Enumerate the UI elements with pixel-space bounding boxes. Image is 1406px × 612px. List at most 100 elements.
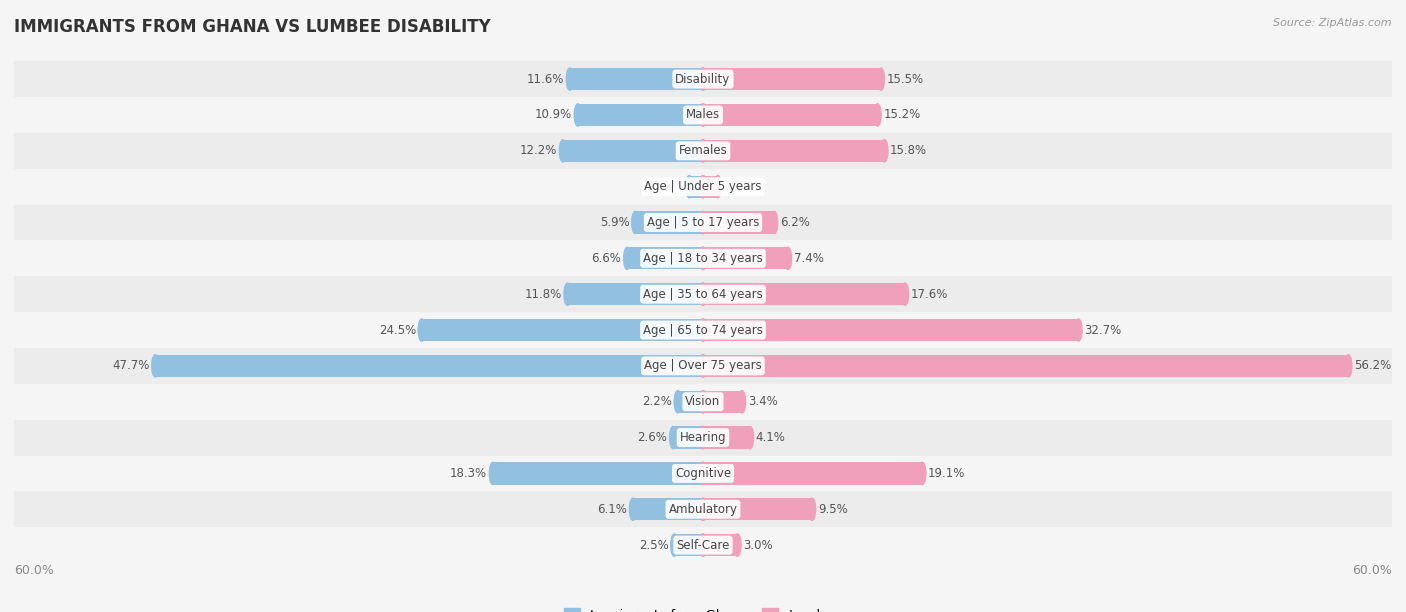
Bar [14,527,1392,563]
Bar [14,491,1392,527]
Text: 60.0%: 60.0% [14,564,53,577]
Text: 11.8%: 11.8% [524,288,562,300]
Circle shape [699,534,707,556]
Bar [14,133,1392,169]
Circle shape [699,319,707,341]
Text: 47.7%: 47.7% [112,359,149,372]
Bar [703,68,882,90]
Text: 6.2%: 6.2% [780,216,810,229]
Text: 2.6%: 2.6% [637,431,668,444]
Circle shape [699,355,707,377]
Bar [14,241,1392,276]
Circle shape [699,427,707,449]
Circle shape [574,104,582,126]
Text: 15.5%: 15.5% [887,73,924,86]
Circle shape [699,462,707,485]
Text: Age | 18 to 34 years: Age | 18 to 34 years [643,252,763,265]
Circle shape [699,390,707,413]
Bar [568,283,703,305]
Circle shape [882,140,889,162]
Text: 2.5%: 2.5% [638,539,669,551]
Text: Age | Over 75 years: Age | Over 75 years [644,359,762,372]
Bar [422,319,703,341]
Text: 19.1%: 19.1% [928,467,966,480]
Text: Age | 65 to 74 years: Age | 65 to 74 years [643,324,763,337]
Bar [14,276,1392,312]
Text: 12.2%: 12.2% [520,144,557,157]
Circle shape [564,283,571,305]
Bar [14,61,1392,97]
Circle shape [901,283,908,305]
Circle shape [699,247,707,269]
Circle shape [738,390,745,413]
Text: 15.2%: 15.2% [883,108,921,121]
Bar [14,420,1392,455]
Text: 7.4%: 7.4% [794,252,824,265]
Circle shape [699,211,707,234]
Text: 3.4%: 3.4% [748,395,778,408]
Text: 2.2%: 2.2% [643,395,672,408]
Text: 56.2%: 56.2% [1354,359,1392,372]
Bar [703,534,738,556]
Circle shape [699,390,707,413]
Bar [627,247,703,269]
Text: 4.1%: 4.1% [756,431,786,444]
Circle shape [699,247,707,269]
Text: Source: ZipAtlas.com: Source: ZipAtlas.com [1274,18,1392,28]
Bar [494,462,703,485]
Text: 24.5%: 24.5% [378,324,416,337]
Bar [155,355,703,377]
Circle shape [699,498,707,520]
Text: IMMIGRANTS FROM GHANA VS LUMBEE DISABILITY: IMMIGRANTS FROM GHANA VS LUMBEE DISABILI… [14,18,491,36]
Bar [633,498,703,520]
Circle shape [699,104,707,126]
Text: Age | Under 5 years: Age | Under 5 years [644,180,762,193]
Circle shape [747,427,754,449]
Bar [703,355,1348,377]
Circle shape [875,104,882,126]
Text: 6.1%: 6.1% [598,503,627,516]
Circle shape [699,319,707,341]
Circle shape [918,462,927,485]
Circle shape [714,176,721,198]
Text: Ambulatory: Ambulatory [668,503,738,516]
Circle shape [418,319,425,341]
Circle shape [699,68,707,90]
Circle shape [699,427,707,449]
Text: 1.3%: 1.3% [724,180,754,193]
Circle shape [675,390,682,413]
Circle shape [699,211,707,234]
Circle shape [699,176,707,198]
Bar [14,312,1392,348]
Text: Age | 5 to 17 years: Age | 5 to 17 years [647,216,759,229]
Bar [678,390,703,413]
Circle shape [699,283,707,305]
Text: 11.6%: 11.6% [527,73,564,86]
Text: Vision: Vision [685,395,721,408]
Circle shape [686,176,693,198]
Text: Cognitive: Cognitive [675,467,731,480]
Circle shape [770,211,778,234]
Bar [14,348,1392,384]
Text: 18.3%: 18.3% [450,467,486,480]
Circle shape [699,140,707,162]
Text: Age | 35 to 64 years: Age | 35 to 64 years [643,288,763,300]
Text: Disability: Disability [675,73,731,86]
Circle shape [699,355,707,377]
Circle shape [152,355,159,377]
Circle shape [624,247,631,269]
Circle shape [631,211,638,234]
Circle shape [699,140,707,162]
Circle shape [785,247,792,269]
Circle shape [699,104,707,126]
Bar [636,211,703,234]
Text: 5.9%: 5.9% [600,216,630,229]
Text: 60.0%: 60.0% [1353,564,1392,577]
Bar [703,140,884,162]
Bar [14,97,1392,133]
Circle shape [699,462,707,485]
Text: 1.2%: 1.2% [654,180,683,193]
Bar [569,68,703,90]
Bar [703,283,905,305]
Circle shape [699,68,707,90]
